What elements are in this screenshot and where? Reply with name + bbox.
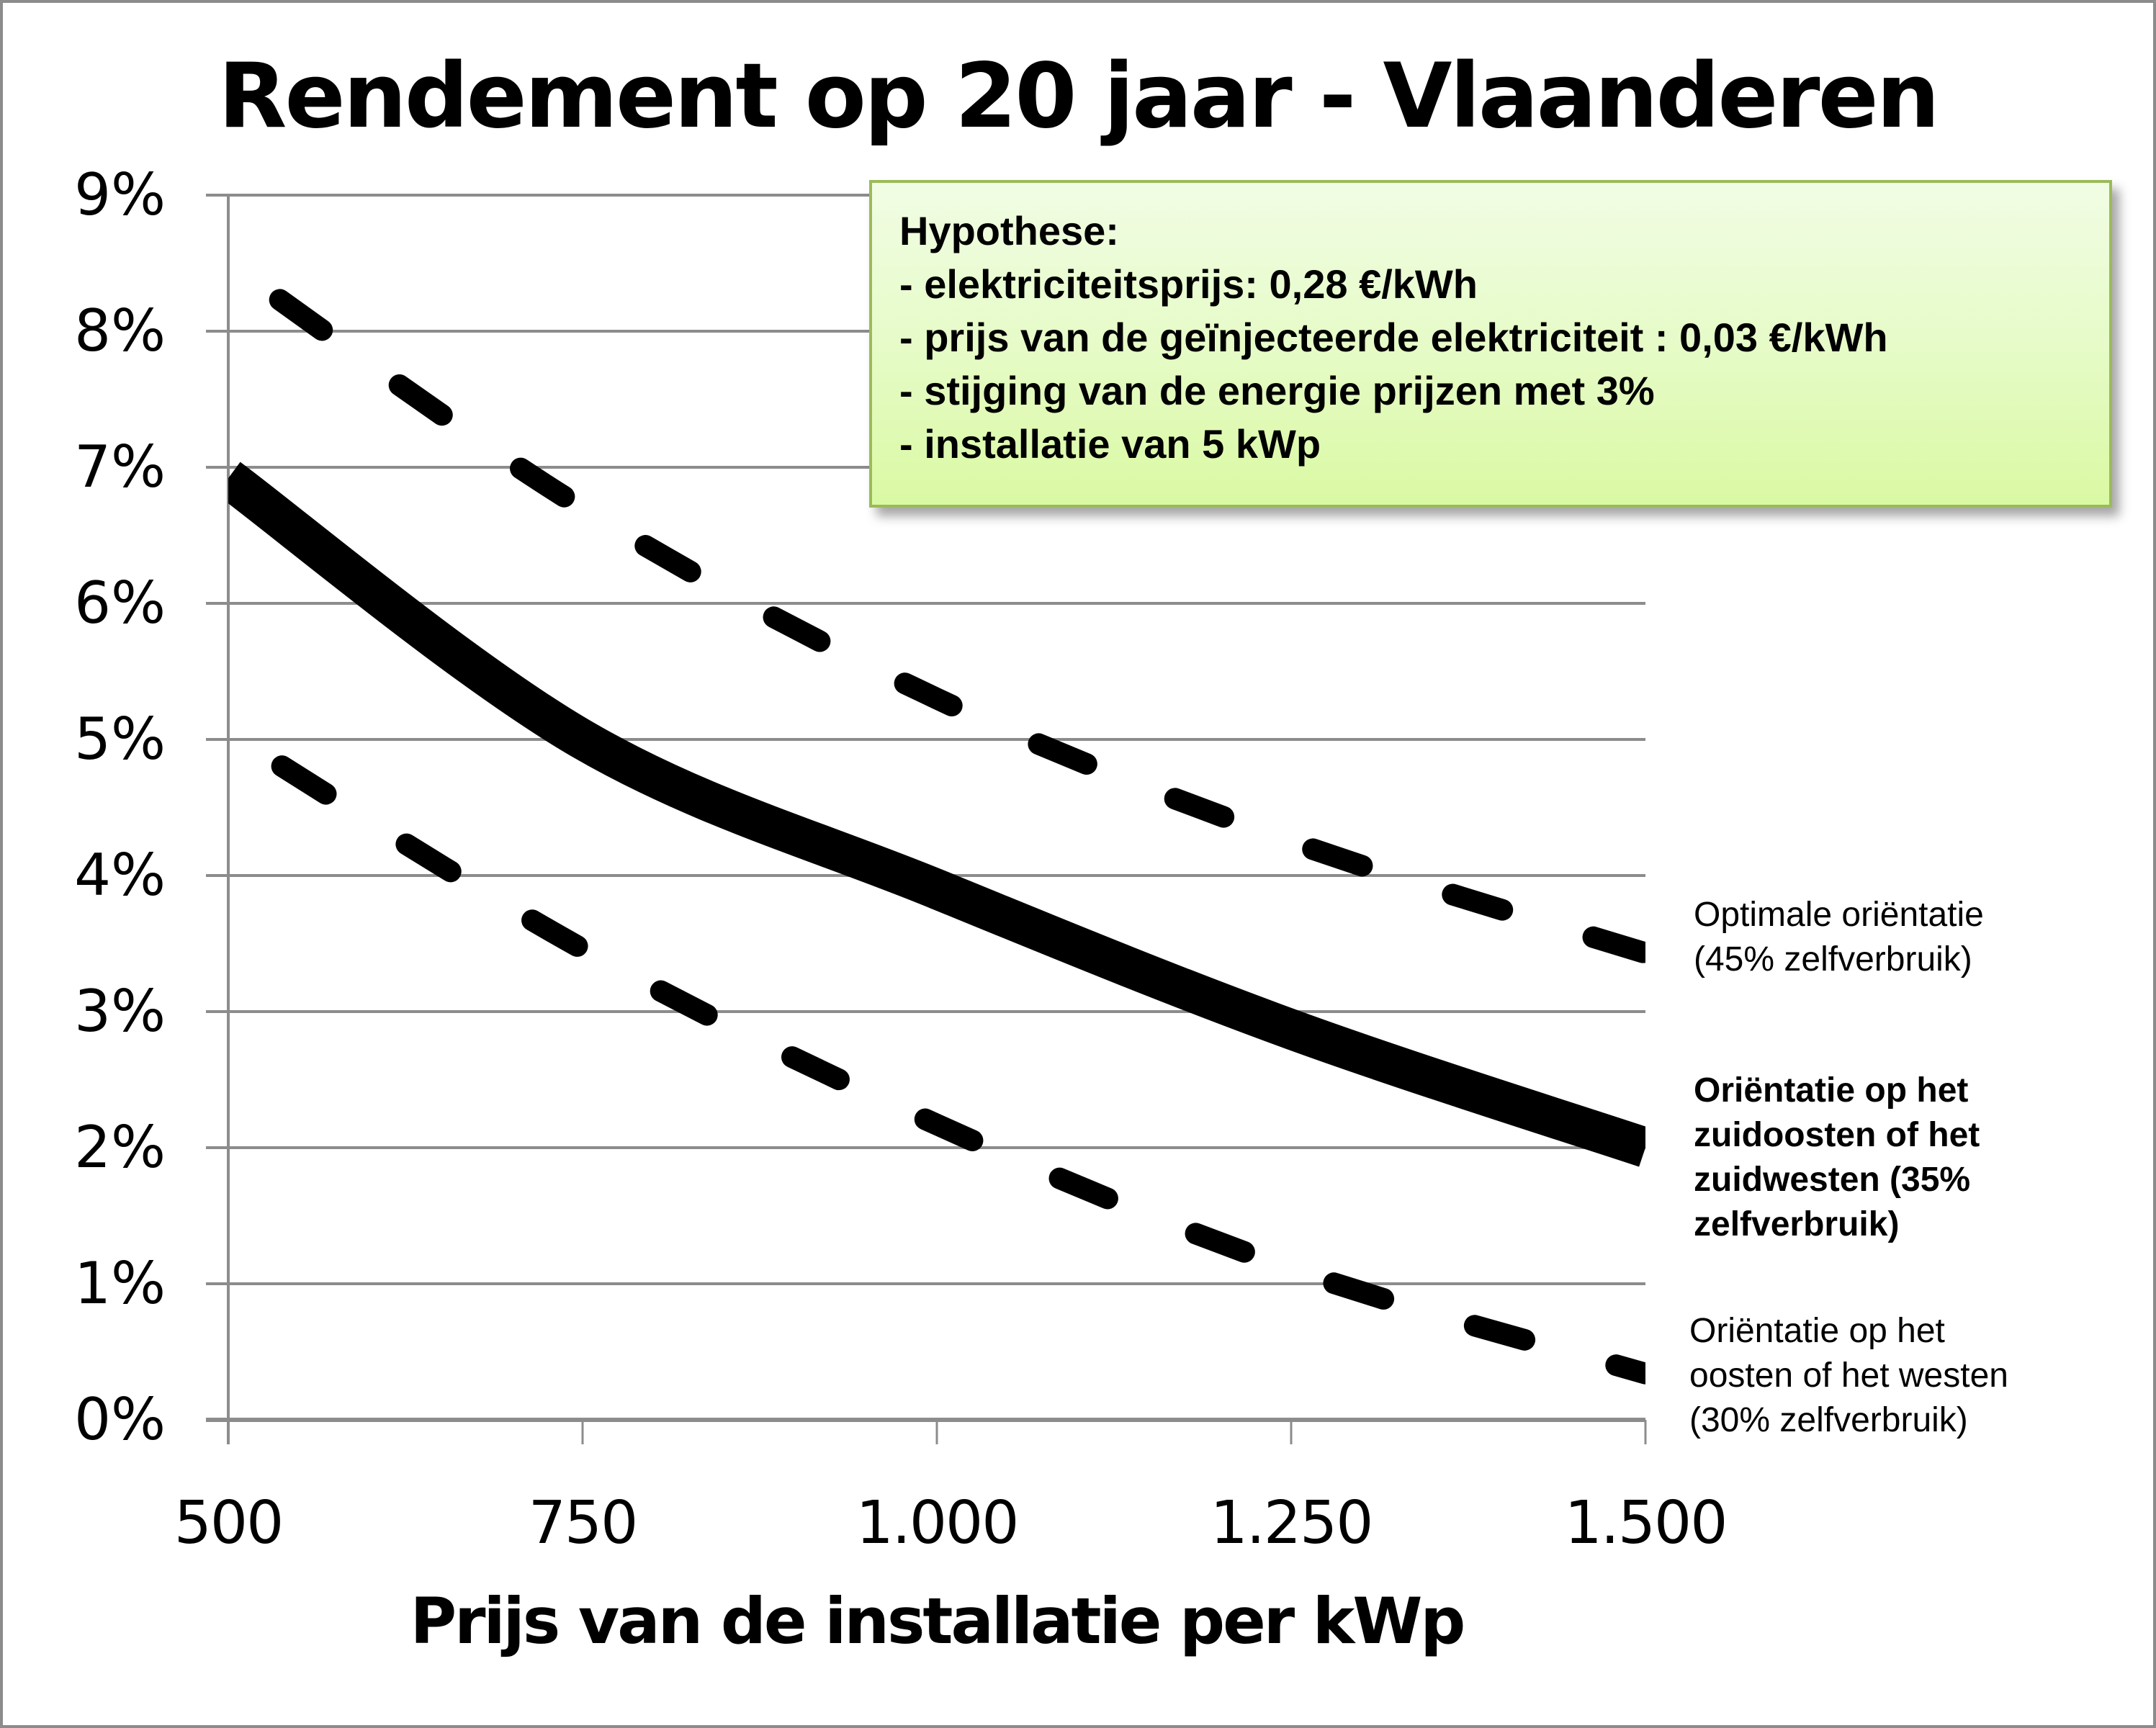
series-line-east-west <box>228 721 1645 1385</box>
hypothesis-line: - prijs van de geïnjecteerde elektricite… <box>899 315 1888 360</box>
series-line-optimal <box>228 252 1645 964</box>
legend-line: Optimale oriëntatie <box>1694 896 1984 934</box>
x-tick-label: 1.000 <box>855 1489 1020 1557</box>
x-tick-label: 500 <box>174 1489 284 1557</box>
legend-line: oosten of het westen <box>1689 1356 2008 1395</box>
x-tick-label: 1.250 <box>1210 1489 1374 1557</box>
chart-title: Rendement op 20 jaar - Vlaanderen <box>218 45 1940 148</box>
y-tick-label: 3% <box>74 978 166 1045</box>
legend-line: (30% zelfverbruik) <box>1689 1401 1968 1439</box>
legend-line: zelfverbruik) <box>1694 1205 1900 1243</box>
x-tick-label: 1.500 <box>1564 1489 1728 1557</box>
legend-line: Oriëntatie op het <box>1694 1071 1969 1110</box>
gridlines <box>206 194 1645 1422</box>
hypothesis-box: Hypothese: - elektriciteitsprijs: 0,28 €… <box>869 180 2112 508</box>
legend-label-southeast-southwest: Oriëntatie op het zuidoosten of het zuid… <box>1694 1068 1980 1247</box>
hypothesis-heading: Hypothese: <box>899 208 1119 253</box>
y-tick-label: 7% <box>74 433 166 500</box>
legend-line: Oriëntatie op het <box>1689 1312 1945 1350</box>
legend-line: zuidwesten (35% <box>1694 1161 1971 1199</box>
y-tick-label: 8% <box>74 297 166 364</box>
y-tick-label: 1% <box>74 1250 166 1317</box>
y-tick-label: 0% <box>74 1386 166 1453</box>
hypothesis-line: - elektriciteitsprijs: 0,28 €/kWh <box>899 261 1478 307</box>
legend-label-optimal: Optimale oriëntatie (45% zelfverbruik) <box>1694 893 1984 982</box>
y-tick-label: 2% <box>74 1114 166 1181</box>
hypothesis-line: - stijging van de energie prijzen met 3% <box>899 368 1655 413</box>
hypothesis-line: - installatie van 5 kWp <box>899 421 1321 467</box>
x-axis-title: Prijs van de installatie per kWp <box>410 1584 1466 1658</box>
legend-label-east-west: Oriëntatie op het oosten of het westen (… <box>1689 1309 2008 1443</box>
axes <box>227 195 1647 1444</box>
legend-line: zuidoosten of het <box>1694 1116 1980 1154</box>
y-tick-label: 5% <box>74 706 166 773</box>
y-tick-label: 4% <box>74 842 166 909</box>
legend-line: (45% zelfverbruik) <box>1694 940 1972 978</box>
y-tick-label: 9% <box>74 161 166 228</box>
data-series <box>228 252 1645 1385</box>
y-tick-label: 6% <box>74 570 166 636</box>
series-line-southeast-southwest <box>228 462 1645 1167</box>
x-tick-label: 750 <box>528 1489 639 1557</box>
